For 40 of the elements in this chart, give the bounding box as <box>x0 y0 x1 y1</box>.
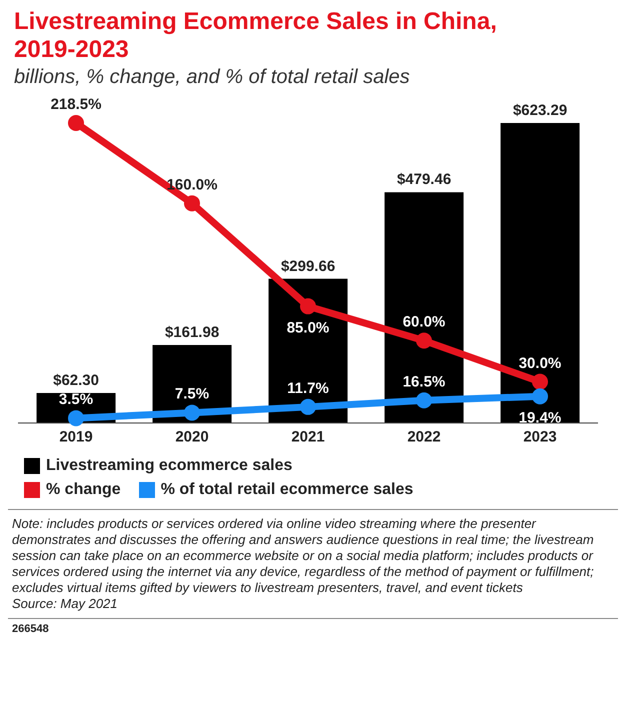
data-label: 218.5% <box>50 96 102 113</box>
point <box>532 388 548 404</box>
x-tick-label: 2020 <box>175 428 209 446</box>
data-label: 3.5% <box>58 391 94 408</box>
point <box>68 410 84 426</box>
bar <box>500 123 580 423</box>
x-tick-label: 2021 <box>291 428 325 446</box>
chart-title: Livestreaming Ecommerce Sales in China, 2019-2023 <box>14 8 498 64</box>
legend-label: % change <box>46 481 121 499</box>
text: Note: includes products or services ordered via online video streaming where the presenter demonstrates and discusses the offering and answers audience questions in real time; the livestream session can take place on an ecommerce website or on a social media platform; includes products or services ordered using the internet via any device, regardless of the method of payment or fulfillment; excludes virtual items gifted by viewers to livestream presenters, travel, and event tickets <box>12 516 595 596</box>
data-label: $62.30 <box>53 372 100 390</box>
legend-label: Livestreaming ecommerce sales <box>46 457 292 475</box>
point <box>68 115 84 131</box>
data-label: 30.0% <box>518 354 562 372</box>
point <box>532 374 548 390</box>
point <box>416 332 432 349</box>
source-note: Source: May 2021 <box>12 596 119 612</box>
text: 266548 <box>8 618 618 635</box>
bar <box>384 192 464 423</box>
x-tick-label: 2023 <box>523 428 557 446</box>
point <box>184 404 200 421</box>
x-tick-label: 2019 <box>59 428 93 446</box>
data-label: 16.5% <box>402 373 446 390</box>
data-label: 60.0% <box>402 314 446 331</box>
point <box>300 298 316 314</box>
legend-label: % of total retail ecommerce sales <box>160 481 414 499</box>
data-label: $299.66 <box>280 258 336 275</box>
data-label: 11.7% <box>287 380 329 397</box>
data-label: $479.46 <box>396 171 452 188</box>
x-tick-label: 2022 <box>407 428 441 446</box>
data-label: 7.5% <box>174 386 210 403</box>
chart-subtitle: billions, % change, and % of total retail sales <box>14 66 411 89</box>
point <box>416 392 432 408</box>
data-label: 160.0% <box>166 176 218 194</box>
point <box>300 398 316 415</box>
data-label: $623.29 <box>512 102 568 119</box>
point <box>184 195 200 212</box>
data-label: $161.98 <box>164 324 220 342</box>
data-label: 19.4% <box>518 409 562 426</box>
data-label: 85.0% <box>286 319 330 336</box>
